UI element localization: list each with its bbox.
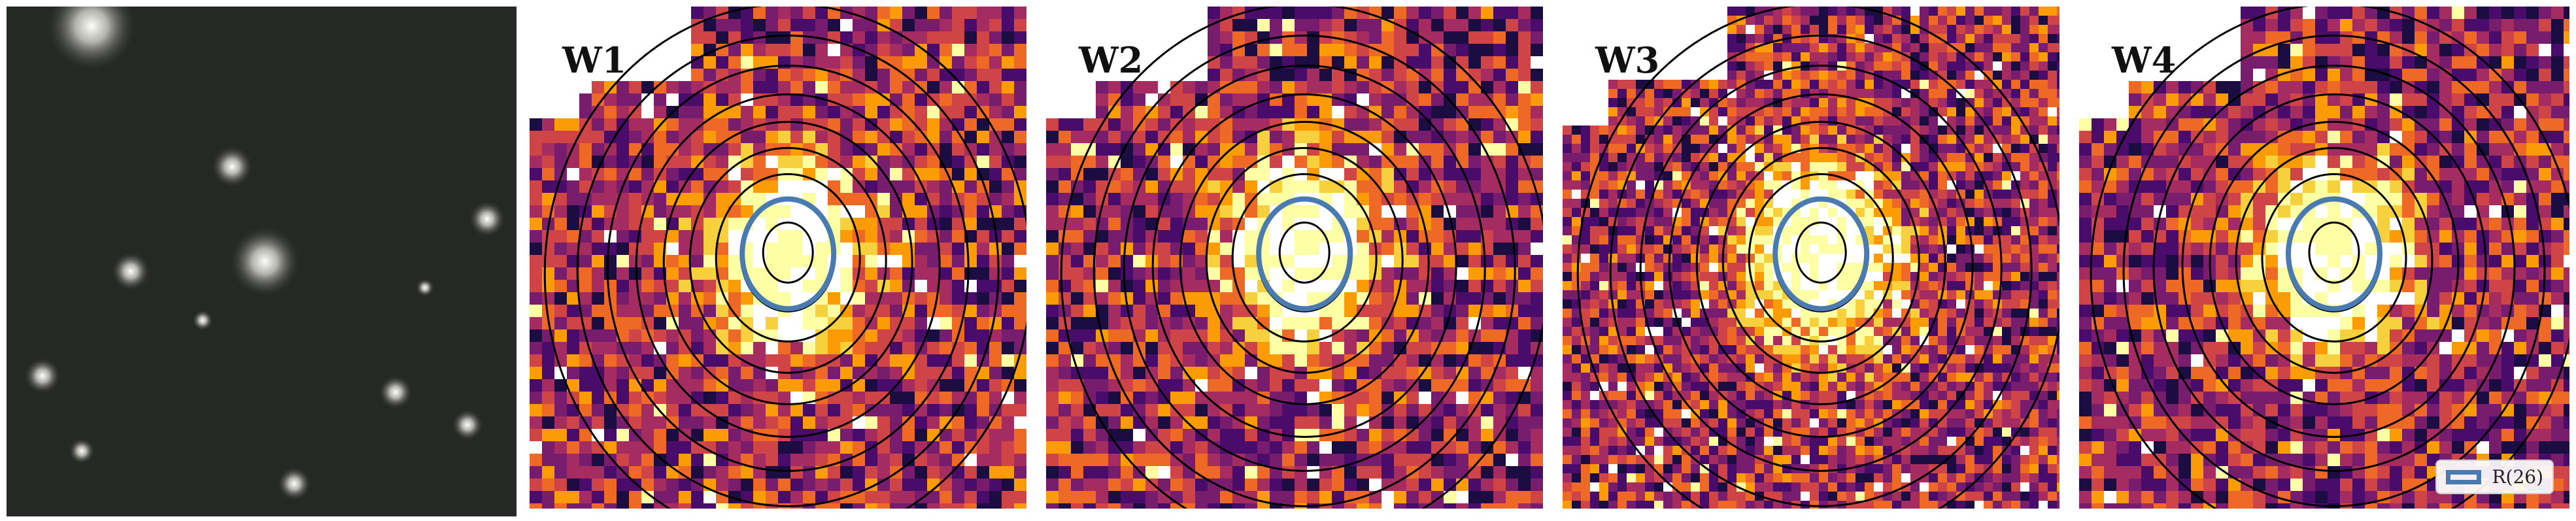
star-3 <box>111 252 150 291</box>
legend-label: R(26) <box>2492 466 2543 488</box>
aperture-ellipse-4 <box>662 120 913 405</box>
aperture-ellipse-3 <box>688 146 887 374</box>
aperture-ellipse-0 <box>2308 221 2360 284</box>
aperture-ellipse-8 <box>1576 7 2059 509</box>
aperture-ellipse-8 <box>543 7 1026 509</box>
band-map-w4 <box>2079 7 2569 509</box>
band-label-w3: W3 <box>1595 39 1660 81</box>
aperture-ellipse-2 <box>1231 173 1378 343</box>
star-4 <box>469 201 505 237</box>
aperture-ellipse-3 <box>1721 146 1920 374</box>
band-panel-w2: W2 <box>1046 7 1543 509</box>
band-map-w2 <box>1046 7 1543 509</box>
star-6 <box>379 375 413 409</box>
legend: R(26) <box>2435 460 2554 494</box>
aperture-ellipse-5 <box>2181 93 2487 438</box>
aperture-ellipse-5 <box>635 93 941 438</box>
band-panel-w1: W1 <box>530 7 1026 509</box>
aperture-ellipse-6 <box>1123 64 1486 472</box>
star-8 <box>277 467 311 501</box>
aperture-ellipse-2 <box>2261 173 2407 343</box>
aperture-ellipse-2 <box>715 173 861 343</box>
star-9 <box>69 438 95 464</box>
aperture-ellipse-7 <box>1093 34 1516 507</box>
aperture-ellipse-6 <box>2152 64 2516 472</box>
band-map-w3 <box>1563 7 2059 509</box>
band-label-w4: W4 <box>2112 39 2177 81</box>
star-2 <box>211 146 253 188</box>
band-label-w1: W1 <box>562 39 627 81</box>
star-1 <box>229 226 301 297</box>
star-5 <box>24 358 61 394</box>
star-7 <box>452 409 483 441</box>
aperture-ellipse-2 <box>1748 173 1894 343</box>
aperture-ellipse-4 <box>1695 120 1946 405</box>
aperture-ellipse-3 <box>1205 146 1404 374</box>
legend-swatch <box>2446 469 2482 484</box>
aperture-ellipse-7 <box>2122 34 2546 507</box>
aperture-ellipse-8 <box>1060 7 1543 509</box>
aperture-ellipse-5 <box>1151 93 1457 438</box>
r26-ellipse <box>1772 196 1870 312</box>
aperture-ellipse-8 <box>2090 7 2569 509</box>
r26-ellipse <box>739 196 837 312</box>
aperture-ellipse-3 <box>2235 146 2433 374</box>
aperture-ellipse-0 <box>1278 221 1330 284</box>
aperture-ellipse-5 <box>1668 93 1974 438</box>
aperture-ellipse-6 <box>1639 64 2003 472</box>
aperture-ellipse-7 <box>1609 34 2033 507</box>
optical-image-panel <box>7 7 517 516</box>
star-10 <box>192 310 213 331</box>
aperture-ellipse-7 <box>576 34 1000 507</box>
star-11 <box>416 278 434 297</box>
band-panel-w4: W4 R(26) <box>2079 7 2569 509</box>
band-label-w2: W2 <box>1079 39 1144 81</box>
aperture-ellipse-6 <box>606 64 970 472</box>
band-map-w1 <box>530 7 1026 509</box>
star-0 <box>46 7 137 72</box>
aperture-ellipse-0 <box>1795 221 1847 284</box>
r26-ellipse <box>1256 196 1353 312</box>
r26-ellipse <box>2286 196 2382 312</box>
optical-image <box>7 7 517 516</box>
aperture-ellipse-0 <box>762 221 814 284</box>
aperture-ellipse-4 <box>2209 120 2460 405</box>
band-panel-w3: W3 <box>1563 7 2059 509</box>
aperture-ellipse-4 <box>1179 120 1430 405</box>
